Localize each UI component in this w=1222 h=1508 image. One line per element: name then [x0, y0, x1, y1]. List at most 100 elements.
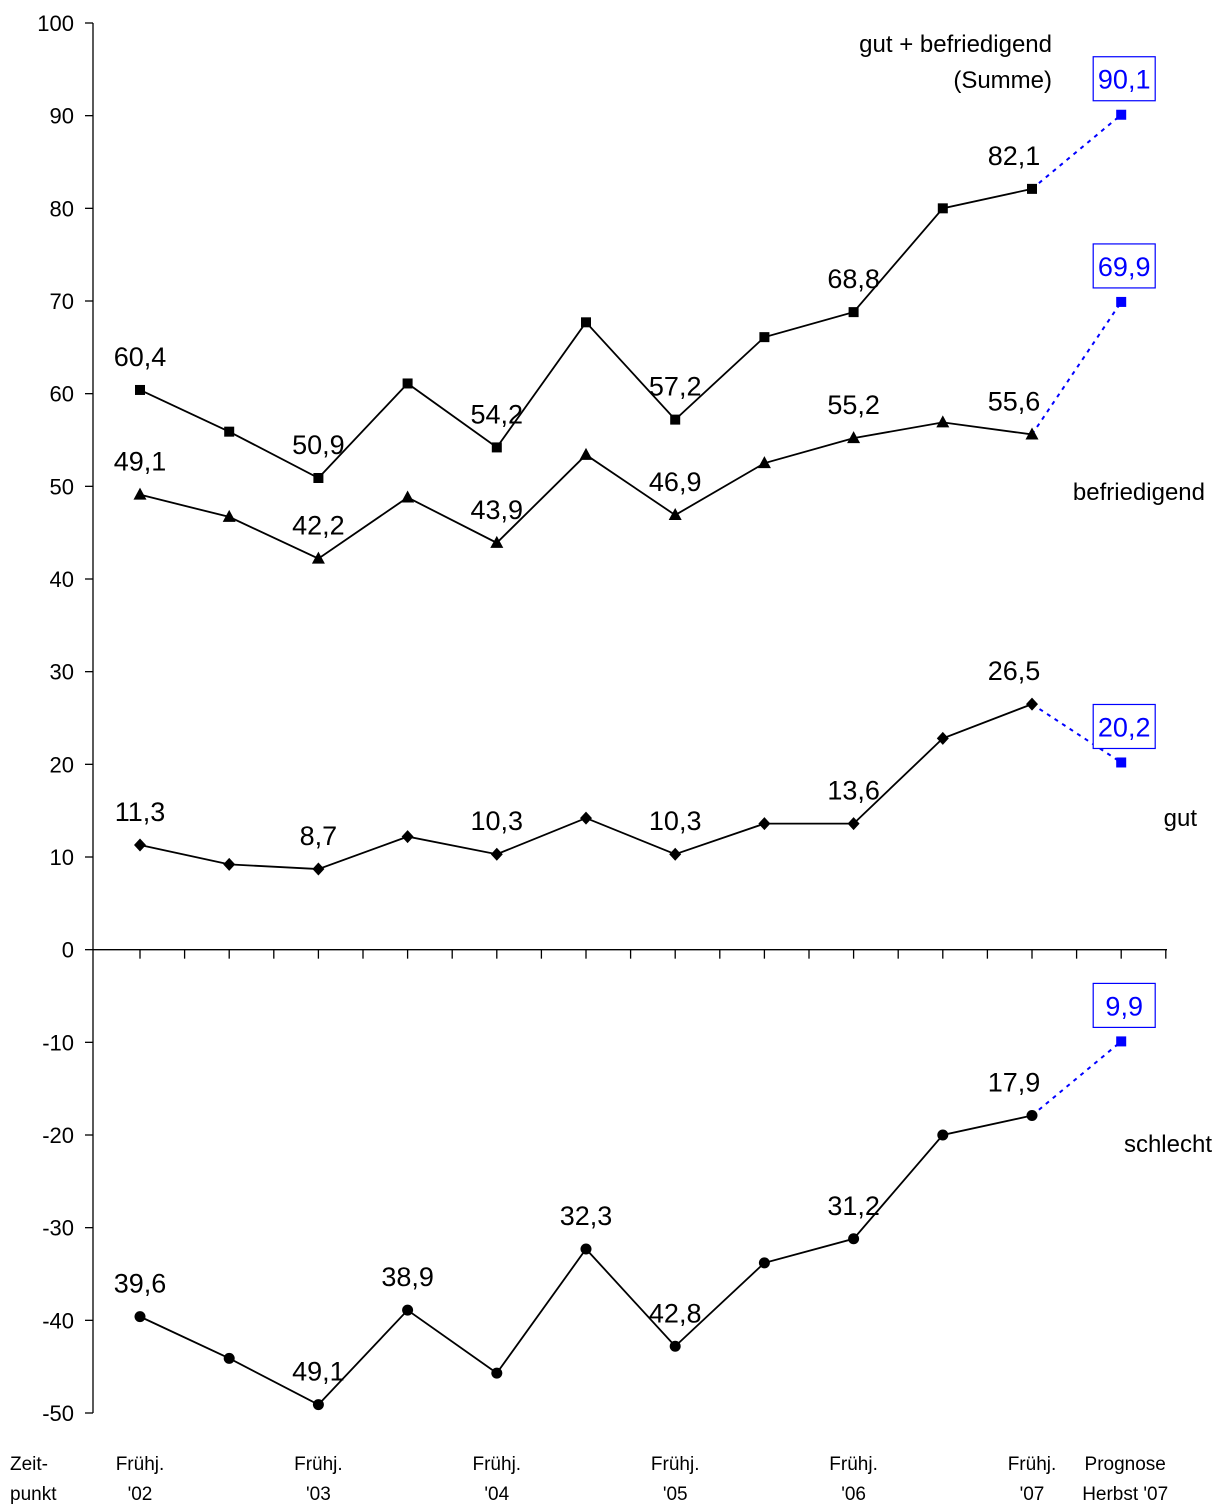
x-axis: Zeit-punkt Frühj. '02 Frühj. '03 Frühj. '04 Frü…	[10, 949, 1168, 1505]
data-label: 17,9	[988, 1068, 1041, 1098]
x-tick-label: Prognose	[1085, 1454, 1166, 1475]
circle-marker	[402, 1304, 414, 1316]
diamond-marker	[401, 830, 414, 844]
diamond-marker	[669, 847, 682, 861]
square-marker	[670, 414, 681, 425]
y-tick-label: 80	[50, 196, 74, 221]
y-tick-label: -20	[42, 1123, 74, 1148]
diamond-marker	[134, 838, 146, 852]
forecast-marker	[1116, 109, 1127, 120]
triangle-marker	[757, 456, 771, 469]
series-group	[133, 109, 1127, 1411]
series-3	[134, 1036, 1127, 1411]
forecast-label-box	[1092, 56, 1156, 102]
x-tick-label: Frühj.	[1008, 1454, 1057, 1475]
forecast-label-box	[1092, 243, 1156, 289]
square-marker	[1027, 183, 1037, 194]
forecast-label: 9,9	[1105, 991, 1143, 1021]
circle-marker	[491, 1367, 503, 1379]
data-label: 10,3	[471, 806, 524, 836]
triangle-marker	[668, 508, 682, 521]
forecast-line	[1031, 113, 1122, 190]
x-tick-label: Frühj.	[116, 1454, 165, 1475]
diamond-marker	[1026, 697, 1038, 711]
data-label: 57,2	[649, 372, 702, 402]
forecast-marker	[1116, 296, 1127, 307]
square-marker	[224, 426, 235, 437]
square-marker	[848, 307, 859, 318]
data-label: 55,6	[988, 386, 1041, 416]
triangle-marker	[490, 535, 504, 548]
y-tick-label: -50	[42, 1401, 74, 1426]
x-tick-label: Frühj.	[473, 1454, 522, 1475]
y-tick-label: 60	[50, 382, 74, 407]
y-tick-label: 90	[50, 104, 74, 129]
triangle-marker	[847, 431, 861, 444]
circle-marker	[669, 1340, 681, 1352]
square-marker	[581, 317, 591, 328]
forecast-label-box	[1092, 982, 1156, 1029]
x-tick-label: '02	[128, 1484, 153, 1505]
triangle-marker	[579, 447, 593, 460]
forecast-marker	[1116, 1036, 1127, 1047]
data-label: 60,4	[114, 342, 167, 372]
series-1	[133, 296, 1127, 564]
x-tick-label: Frühj.	[651, 1454, 700, 1475]
y-tick-label: 0	[62, 938, 74, 963]
data-label: 68,8	[827, 264, 880, 294]
data-label: 39,6	[114, 1269, 167, 1299]
series-line	[139, 421, 1033, 560]
y-tick-label: -40	[42, 1308, 74, 1333]
data-label: 50,9	[292, 430, 345, 460]
square-marker	[937, 203, 948, 214]
diamond-marker	[490, 847, 503, 861]
forecast-line	[1031, 1040, 1122, 1117]
data-label: 38,9	[381, 1262, 434, 1292]
data-label: 32,3	[560, 1201, 613, 1231]
triangle-marker	[1025, 427, 1039, 440]
data-label: 49,1	[114, 447, 167, 477]
triangle-marker	[401, 490, 415, 503]
y-tick-label: -30	[42, 1216, 74, 1241]
circle-marker	[937, 1129, 949, 1141]
data-label: 49,1	[292, 1357, 345, 1387]
diamond-marker	[580, 811, 592, 825]
triangle-marker	[133, 487, 147, 500]
circle-marker	[580, 1243, 592, 1255]
circle-marker	[223, 1352, 235, 1364]
data-label: 54,2	[471, 399, 524, 429]
square-marker	[402, 378, 413, 389]
forecast-label: 90,1	[1098, 65, 1151, 95]
data-label: 26,5	[988, 656, 1041, 686]
circle-marker	[848, 1233, 860, 1245]
square-marker	[313, 472, 324, 483]
x-tick-label: '06	[841, 1484, 866, 1505]
series-2	[134, 697, 1127, 876]
x-axis-prefix-line1: Zeit-	[10, 1454, 48, 1475]
y-tick-label: 10	[50, 845, 74, 870]
diamond-marker	[312, 862, 325, 876]
diamond-marker	[936, 731, 949, 745]
data-label: 55,2	[827, 390, 880, 420]
x-axis-prefix-line2: punkt	[10, 1484, 57, 1505]
square-marker	[135, 384, 145, 395]
forecast-marker	[1116, 757, 1127, 768]
series-line	[139, 703, 1033, 870]
forecast-line	[1031, 301, 1123, 435]
forecast-label: 20,2	[1098, 712, 1151, 742]
circle-marker	[758, 1257, 770, 1269]
series-0	[135, 109, 1127, 483]
y-tick-label: 100	[37, 11, 74, 36]
forecast-label: 69,9	[1098, 252, 1151, 282]
y-tick-label: 50	[50, 474, 74, 499]
data-label: 13,6	[827, 776, 880, 806]
data-label: 11,3	[115, 797, 166, 827]
x-tick-label: '05	[663, 1484, 688, 1505]
x-tick-label: Herbst '07	[1082, 1484, 1168, 1505]
data-label: 10,3	[649, 806, 702, 836]
data-label: 82,1	[988, 141, 1041, 171]
series-name-label: gut + befriedigend	[859, 31, 1052, 58]
data-label: 46,9	[649, 467, 702, 497]
circle-marker	[134, 1311, 146, 1323]
triangle-marker	[311, 551, 325, 564]
